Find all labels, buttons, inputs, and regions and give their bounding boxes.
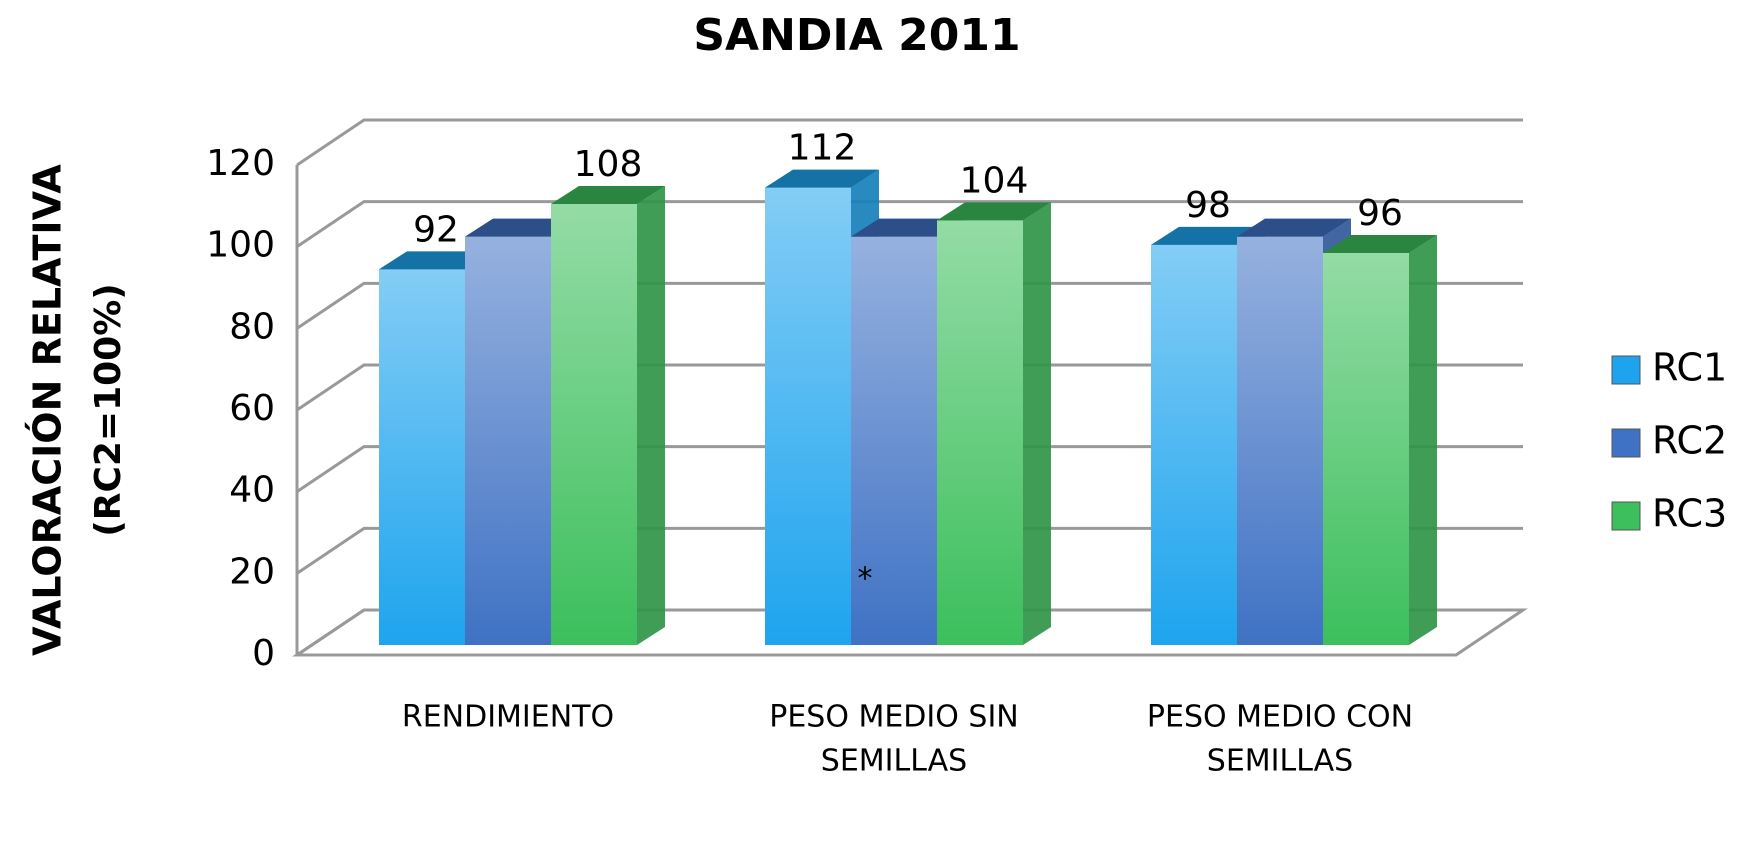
bar-side bbox=[1023, 202, 1051, 646]
data-label: 98 bbox=[1185, 185, 1231, 226]
legend-swatch bbox=[1611, 428, 1641, 458]
bar-shine bbox=[851, 236, 937, 645]
y-axis-title: VALORACIÓN RELATIVA bbox=[26, 164, 70, 656]
x-tick-label: RENDIMIENTO bbox=[402, 700, 614, 735]
data-label: 112 bbox=[788, 128, 857, 169]
bar-top-shade bbox=[765, 169, 879, 188]
bar-side bbox=[637, 186, 665, 645]
bar-top bbox=[465, 218, 579, 237]
legend-label: RC1 bbox=[1652, 346, 1727, 390]
bar-top bbox=[1151, 226, 1265, 245]
bar-top-shade bbox=[1151, 226, 1265, 245]
bar-side-shade bbox=[1023, 202, 1051, 646]
bar-shine bbox=[1151, 244, 1237, 646]
bar-top bbox=[765, 169, 879, 188]
legend-label: RC2 bbox=[1652, 419, 1727, 463]
bar-top-shade bbox=[937, 202, 1051, 221]
bar-shine bbox=[551, 204, 637, 645]
x-tick-label: PESO MEDIO SIN bbox=[769, 700, 1019, 735]
data-label: 92 bbox=[413, 209, 459, 250]
legend-swatch bbox=[1611, 355, 1641, 385]
grid-line bbox=[296, 445, 1523, 493]
y-tick-label: 100 bbox=[206, 225, 275, 266]
bar-side-shade bbox=[637, 186, 665, 645]
bar-top-shade bbox=[379, 251, 493, 270]
grid-line bbox=[296, 200, 1523, 248]
legend-label: RC3 bbox=[1652, 492, 1727, 536]
bar bbox=[937, 202, 1051, 646]
bar-shine bbox=[937, 220, 1023, 646]
bar-top bbox=[1237, 218, 1351, 237]
data-label: 108 bbox=[574, 144, 643, 185]
bar-shine bbox=[765, 187, 851, 645]
bar-shine bbox=[1237, 236, 1323, 645]
x-tick-label: SEMILLAS bbox=[821, 744, 967, 779]
bar-top-shade bbox=[1237, 218, 1351, 237]
bar-top bbox=[1323, 235, 1437, 253]
bar-shine bbox=[465, 236, 551, 645]
y-tick-label: 0 bbox=[252, 633, 275, 674]
bar-top bbox=[379, 251, 493, 270]
y-tick-label: 80 bbox=[229, 306, 275, 347]
bar-top bbox=[937, 202, 1051, 221]
bar-shine bbox=[1323, 253, 1409, 645]
bar-top-shade bbox=[551, 186, 665, 204]
bar bbox=[1323, 235, 1437, 645]
bar-top bbox=[551, 186, 665, 204]
grid-line bbox=[296, 608, 1523, 657]
data-label: 104 bbox=[960, 160, 1029, 201]
chart-title: SANDIA 2011 bbox=[693, 10, 1020, 61]
bar-top bbox=[851, 218, 965, 237]
bar-top-shade bbox=[851, 218, 965, 237]
grid-line bbox=[296, 526, 1523, 575]
bar-side bbox=[1409, 235, 1437, 645]
x-tick-label: SEMILLAS bbox=[1207, 744, 1353, 779]
bar-top-shade bbox=[1323, 235, 1437, 253]
annotation: * bbox=[858, 562, 873, 597]
data-label: 96 bbox=[1357, 193, 1403, 234]
bar-shine bbox=[379, 269, 465, 645]
y-tick-label: 20 bbox=[229, 551, 275, 592]
y-tick-label: 40 bbox=[229, 470, 275, 511]
bar bbox=[551, 186, 665, 645]
grid-line bbox=[296, 281, 1523, 330]
y-tick-label: 60 bbox=[229, 388, 275, 429]
bar-top-shade bbox=[465, 218, 579, 237]
y-axis-title: (RC2=100%) bbox=[88, 283, 129, 536]
x-tick-label: PESO MEDIO CON bbox=[1147, 700, 1413, 735]
grid-line bbox=[296, 118, 1523, 167]
bar-side-shade bbox=[1409, 235, 1437, 645]
legend-swatch bbox=[1611, 501, 1641, 531]
y-tick-label: 120 bbox=[206, 143, 275, 184]
grid-line bbox=[296, 363, 1523, 412]
